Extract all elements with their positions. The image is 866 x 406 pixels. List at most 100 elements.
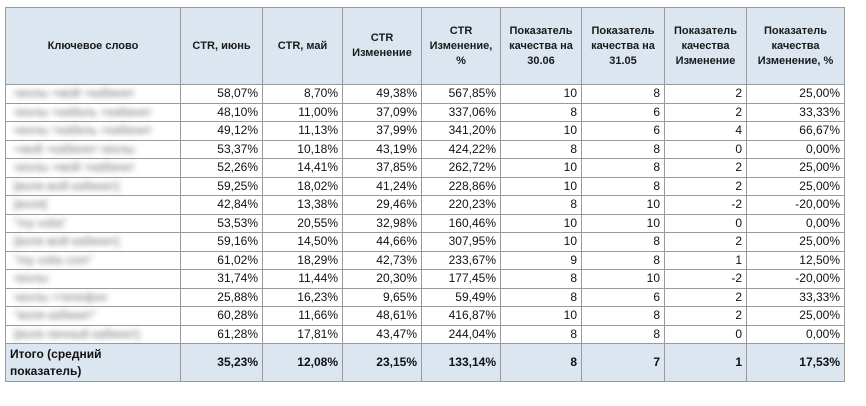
keyword-text: чехлы +мой +кабинет [14, 86, 135, 101]
header-ctr-change: CTR Изменение [342, 7, 422, 85]
qs-change-pct-cell: 25,00% [746, 158, 845, 178]
ctr-change-cell: 44,66% [342, 232, 422, 252]
qs-change-pct-cell: 66,67% [746, 121, 845, 141]
ctr-change-cell: 37,99% [342, 121, 422, 141]
ctr-june-cell: 25,88% [180, 287, 263, 307]
qs-0630-cell: 10 [500, 84, 582, 104]
report-table-container: Ключевое слово CTR, июнь CTR, май CTR Измен… [5, 7, 845, 382]
ctr-june-cell: 31,74% [180, 269, 263, 289]
qs-change-pct-cell: 33,33% [746, 102, 845, 122]
total-qs-0531: 7 [581, 343, 665, 382]
header-keyword: Ключевое слово [5, 7, 181, 85]
qs-change-cell: -2 [664, 195, 747, 215]
qs-change-cell: -2 [664, 269, 747, 289]
header-ctr-change-pct: CTR Изменение, % [421, 7, 501, 85]
keyword-text: +мой +кабинет чехлы [14, 141, 135, 156]
ctr-change-cell: 43,19% [342, 139, 422, 159]
qs-change-cell: 2 [664, 306, 747, 326]
ctr-may-cell: 14,50% [262, 232, 343, 252]
header-ctr-june: CTR, июнь [180, 7, 263, 85]
table-row: чехлы +кабель +кабинет 49,12% 11,13% 37,99%… [5, 121, 845, 141]
qs-0630-cell: 10 [500, 176, 582, 196]
qs-change-cell: 0 [664, 213, 747, 233]
ctr-may-cell: 18,02% [262, 176, 343, 196]
qs-change-pct-cell: 0,00% [746, 324, 845, 344]
ctr-change-pct-cell: 233,67% [421, 250, 501, 270]
ctr-may-cell: 14,41% [262, 158, 343, 178]
keyword-cell: чехлы +кабель +кабинет [5, 102, 181, 122]
ctr-june-cell: 59,25% [180, 176, 263, 196]
ctr-change-cell: 9,65% [342, 287, 422, 307]
qs-0531-cell: 6 [581, 287, 665, 307]
ctr-change-pct-cell: 244,04% [421, 324, 501, 344]
ctr-june-cell: 61,28% [180, 324, 263, 344]
header-qs-change: Показатель качества Изменение [664, 7, 747, 85]
table-header: Ключевое слово CTR, июнь CTR, май CTR Измен… [5, 7, 845, 85]
qs-0630-cell: 8 [500, 139, 582, 159]
ctr-change-cell: 20,30% [342, 269, 422, 289]
qs-0630-cell: 8 [500, 195, 582, 215]
table-row: чехлы +телефон 25,88% 16,23% 9,65% 59,49% 8 6 2… [5, 287, 845, 307]
qs-change-cell: 0 [664, 139, 747, 159]
qs-0630-cell: 9 [500, 250, 582, 270]
ctr-change-cell: 37,85% [342, 158, 422, 178]
total-qs-change: 1 [664, 343, 747, 382]
ctr-change-cell: 37,09% [342, 102, 422, 122]
qs-change-pct-cell: 25,00% [746, 176, 845, 196]
keyword-text: чехлы +телефон [14, 289, 108, 304]
ctr-june-cell: 48,10% [180, 102, 263, 122]
keyword-cell: [воля] [5, 195, 181, 215]
table-footer: Итого (средний показатель) 35,23% 12,08%… [5, 343, 845, 382]
ctr-may-cell: 17,81% [262, 324, 343, 344]
keyword-cell: чехлы +телефон [5, 287, 181, 307]
ctr-june-cell: 53,53% [180, 213, 263, 233]
qs-0531-cell: 8 [581, 250, 665, 270]
qs-change-pct-cell: 12,50% [746, 250, 845, 270]
total-row: Итого (средний показатель) 35,23% 12,08%… [5, 343, 845, 382]
table-row: чехлы +кабель +кабинет 48,10% 11,00% 37,09%… [5, 102, 845, 122]
keyword-text: "my volia" [14, 215, 67, 230]
table-row: "воля кабинет" 60,28% 11,66% 48,61% 416,87% 1… [5, 306, 845, 326]
qs-change-cell: 2 [664, 84, 747, 104]
ctr-change-pct-cell: 337,06% [421, 102, 501, 122]
table-row: "my volia" 53,53% 20,55% 32,98% 160,46% 10 10 0… [5, 213, 845, 233]
qs-0630-cell: 10 [500, 306, 582, 326]
ctr-june-cell: 59,16% [180, 232, 263, 252]
keyword-cell: "my volia" [5, 213, 181, 233]
ctr-june-cell: 42,84% [180, 195, 263, 215]
table-row: чехлы +мой +кабинет 52,26% 14,41% 37,85% 262… [5, 158, 845, 178]
keyword-cell: +мой +кабинет чехлы [5, 139, 181, 159]
qs-0531-cell: 10 [581, 213, 665, 233]
qs-change-pct-cell: 33,33% [746, 287, 845, 307]
ctr-change-pct-cell: 341,20% [421, 121, 501, 141]
qs-0630-cell: 10 [500, 121, 582, 141]
qs-0531-cell: 8 [581, 84, 665, 104]
qs-0630-cell: 10 [500, 232, 582, 252]
qs-0531-cell: 6 [581, 102, 665, 122]
ctr-quality-table: Ключевое слово CTR, июнь CTR, май CTR Измен… [5, 7, 845, 382]
qs-0630-cell: 8 [500, 287, 582, 307]
ctr-may-cell: 11,66% [262, 306, 343, 326]
qs-change-pct-cell: 25,00% [746, 232, 845, 252]
ctr-may-cell: 16,23% [262, 287, 343, 307]
keyword-text: чехлы [14, 271, 49, 286]
keyword-cell: "воля кабинет" [5, 306, 181, 326]
keyword-text: [воля] [14, 197, 47, 212]
qs-change-cell: 4 [664, 121, 747, 141]
qs-0630-cell: 8 [500, 102, 582, 122]
header-qs-0630: Показатель качества на 30.06 [500, 7, 582, 85]
qs-0531-cell: 8 [581, 158, 665, 178]
table-body: чехлы +мой +кабинет 58,07% 8,70% 49,38% 567,… [5, 84, 845, 344]
table-row: [воля личный кабинет] 61,28% 17,81% 43,47% 2… [5, 324, 845, 344]
keyword-text: [воля мой кабинет] [14, 178, 120, 193]
keyword-cell: чехлы +мой +кабинет [5, 158, 181, 178]
keyword-text: чехлы +кабель +кабинет [14, 104, 152, 119]
qs-change-pct-cell: 25,00% [746, 306, 845, 326]
ctr-may-cell: 13,38% [262, 195, 343, 215]
ctr-change-pct-cell: 416,87% [421, 306, 501, 326]
ctr-change-pct-cell: 307,95% [421, 232, 501, 252]
qs-change-pct-cell: -20,00% [746, 269, 845, 289]
ctr-change-cell: 41,24% [342, 176, 422, 196]
qs-change-cell: 2 [664, 102, 747, 122]
ctr-may-cell: 18,29% [262, 250, 343, 270]
